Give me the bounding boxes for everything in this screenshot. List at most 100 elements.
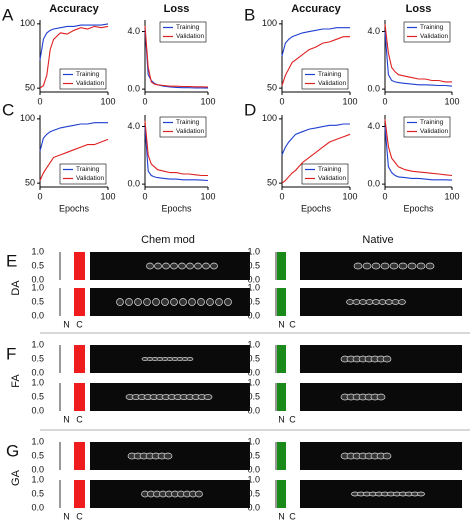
axes [144, 20, 208, 93]
blob [382, 452, 392, 460]
blob [353, 262, 363, 270]
row-label: DA [10, 280, 22, 296]
axes [281, 115, 350, 188]
blob [385, 299, 393, 305]
series-line [144, 25, 209, 88]
y-tick-label: 0.0 [247, 310, 260, 320]
panel-label: B [244, 5, 255, 24]
x-tick-label: 100 [200, 191, 215, 201]
x-axis-label: Epochs [301, 203, 332, 213]
chart-title: Accuracy [291, 3, 341, 15]
y-tick-label: 0.0 [31, 502, 44, 512]
blob [352, 299, 361, 305]
x-tick-label: C [289, 414, 296, 424]
y-tick-label: 50 [267, 178, 277, 188]
blob [417, 491, 425, 497]
series-line [281, 36, 350, 86]
column-header: Native [362, 234, 393, 246]
blob [391, 299, 400, 305]
legend-label: Training [76, 166, 100, 173]
axes [39, 20, 108, 93]
blob [194, 262, 202, 270]
series-line [144, 120, 208, 177]
y-tick-label: 0.0 [31, 310, 44, 320]
blob [202, 262, 210, 270]
series-line [384, 24, 452, 83]
blob [146, 262, 154, 270]
chart-title: Loss [406, 3, 432, 15]
y-tick-label: 0.0 [247, 502, 260, 512]
bar [277, 442, 286, 470]
series-line [39, 23, 109, 60]
blob [416, 262, 426, 270]
blob [179, 298, 187, 306]
y-tick-label: 100 [262, 113, 277, 123]
blob [365, 299, 374, 305]
series-line [144, 126, 209, 182]
x-tick-label: N [63, 414, 70, 424]
y-tick-label: 0.0 [247, 405, 260, 415]
panel-label: C [2, 100, 14, 119]
chart-title: Accuracy [49, 3, 99, 15]
axes [281, 20, 350, 93]
bar [74, 288, 85, 316]
y-tick-label: 100 [20, 113, 35, 123]
bar [277, 288, 286, 316]
y-tick-label: 0.0 [127, 178, 140, 188]
y-tick-label: 50 [267, 83, 277, 93]
bar [277, 252, 286, 280]
row-label: GA [10, 469, 22, 486]
blob [134, 298, 142, 306]
x-tick-label: 0 [37, 96, 42, 106]
blob [143, 298, 151, 306]
y-tick-label: 1.0 [247, 377, 260, 387]
axes [144, 115, 208, 188]
blob [378, 299, 387, 305]
blob [398, 262, 408, 270]
series-line [39, 25, 109, 89]
y-tick-label: 0.5 [31, 260, 44, 270]
panel-label: F [6, 344, 16, 363]
y-tick-label: 0.0 [31, 274, 44, 284]
x-tick-label: C [76, 511, 83, 521]
blob [178, 262, 186, 270]
blob [407, 262, 417, 270]
y-tick-label: 1.0 [31, 377, 44, 387]
blob [163, 452, 173, 460]
y-tick-label: 100 [20, 18, 35, 28]
x-tick-label: 100 [444, 96, 459, 106]
series-line [384, 119, 453, 177]
series-line [281, 133, 351, 184]
x-tick-label: 0 [382, 96, 387, 106]
chart-title: Loss [164, 3, 190, 15]
series-line [39, 138, 109, 181]
blob [215, 298, 223, 306]
panel-label: G [6, 441, 19, 460]
y-tick-label: 1.0 [31, 282, 44, 292]
blob [186, 262, 194, 270]
y-tick-label: 0.0 [367, 83, 380, 93]
x-tick-label: N [278, 511, 285, 521]
blob [206, 298, 214, 306]
y-tick-label: 4.0 [367, 26, 380, 36]
y-tick-label: 0.5 [247, 353, 260, 363]
blob [371, 262, 381, 270]
blob [203, 394, 213, 400]
blob [425, 262, 435, 270]
legend-label: Validation [176, 128, 204, 135]
blob [389, 262, 399, 270]
blob [170, 262, 178, 270]
legend-label: Training [176, 24, 200, 31]
x-tick-label: 0 [279, 191, 284, 201]
x-tick-label: C [289, 319, 296, 329]
bar [74, 442, 85, 470]
blob [382, 355, 392, 363]
y-tick-label: 0.5 [247, 450, 260, 460]
x-tick-label: C [76, 319, 83, 329]
legend-label: Training [176, 119, 200, 126]
y-tick-label: 0.5 [31, 391, 44, 401]
y-tick-label: 1.0 [247, 246, 260, 256]
y-tick-label: 4.0 [367, 121, 380, 131]
series-line [384, 31, 453, 87]
legend-label: Training [76, 71, 100, 78]
